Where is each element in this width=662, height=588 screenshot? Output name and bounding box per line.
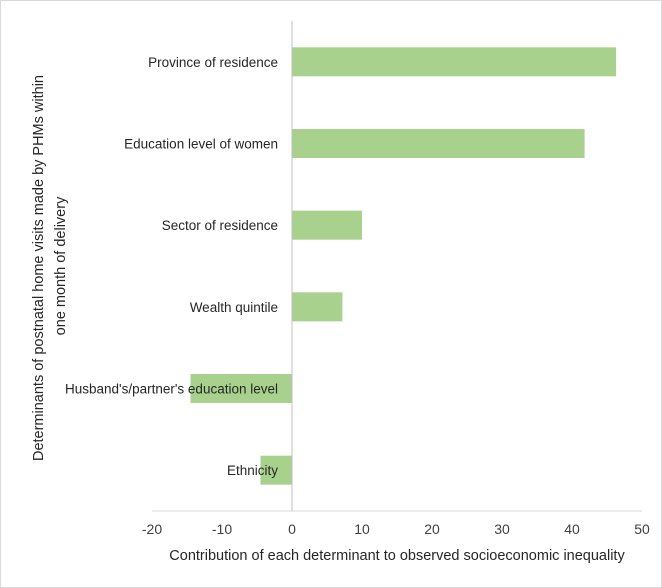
bar (292, 210, 362, 240)
x-tick-label: 30 (494, 521, 510, 537)
category-label: Province of residence (148, 55, 278, 70)
category-label: Education level of women (124, 137, 278, 152)
y-axis-title-line-2: one month of delivery (53, 196, 69, 335)
bar (292, 47, 617, 77)
bar (292, 292, 343, 322)
category-label: Ethnicity (227, 463, 278, 478)
y-axis-title: Determinants of postnatal home visits ma… (31, 71, 69, 461)
x-tick-label: -20 (142, 521, 162, 537)
category-label: Wealth quintile (190, 300, 278, 315)
x-tick-label: 50 (634, 521, 650, 537)
bar (292, 129, 585, 158)
category-label: Sector of residence (162, 218, 278, 233)
bar (190, 374, 292, 403)
bar (260, 455, 292, 485)
x-tick-label: 20 (424, 521, 440, 537)
x-tick-labels-group: -20 -10 0 10 20 30 40 50 (142, 521, 650, 537)
x-axis-title: Contribution of each determinant to obse… (169, 548, 625, 564)
y-axis-title-line-1: Determinants of postnatal home visits ma… (31, 75, 47, 461)
x-tick-label: 40 (564, 521, 580, 537)
bars-group (190, 47, 617, 485)
x-tick-label: 0 (288, 521, 296, 537)
category-label: Husband's/partner's education level (65, 382, 278, 397)
category-labels-group: Province of residence Education level of … (65, 55, 278, 478)
x-tick-label: -10 (212, 521, 232, 537)
x-tick-label: 10 (354, 521, 370, 537)
